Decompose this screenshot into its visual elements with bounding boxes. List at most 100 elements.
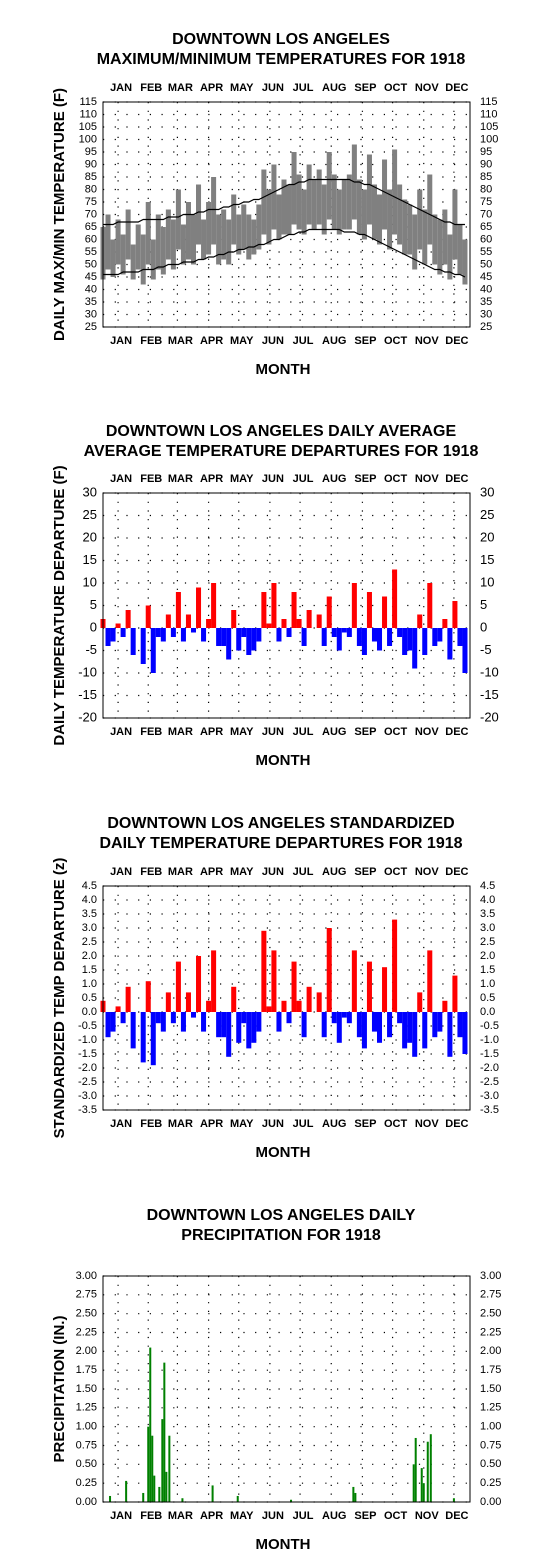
bar xyxy=(422,1483,425,1502)
temperature-range xyxy=(115,219,121,265)
bar xyxy=(246,1012,252,1049)
bar xyxy=(420,1468,423,1502)
temperature-range xyxy=(361,189,367,240)
bar xyxy=(301,628,307,646)
bar xyxy=(120,628,126,637)
y-tick-label: 1.0 xyxy=(82,978,97,990)
x-tick-label: JUL xyxy=(293,726,314,738)
y-tick-label: 1.50 xyxy=(76,1383,97,1395)
y-tick-label: 60 xyxy=(85,233,97,245)
temperature-range xyxy=(160,227,166,275)
bar xyxy=(286,628,292,637)
bar xyxy=(281,1000,287,1012)
x-top-tick-label: MAR xyxy=(168,82,193,94)
bar xyxy=(151,1435,154,1502)
bar xyxy=(326,596,332,628)
temperature-range xyxy=(266,189,272,245)
temperature-range xyxy=(256,204,262,250)
x-tick-label: NOV xyxy=(415,335,440,347)
x-axis-label: MONTH xyxy=(256,1536,311,1553)
bar xyxy=(382,967,388,1012)
y2-tick-label: 35 xyxy=(480,296,492,308)
y2-tick-label: 1.25 xyxy=(480,1402,501,1414)
bar xyxy=(336,1012,342,1043)
temperature-range xyxy=(261,169,267,235)
y2-tick-label: 4.5 xyxy=(480,880,495,892)
y2-tick-label: 25 xyxy=(480,507,494,522)
bar xyxy=(170,1012,176,1024)
y-tick-label: -3.0 xyxy=(78,1090,97,1102)
y-tick-label: 25 xyxy=(83,507,97,522)
x-top-tick-label: MAY xyxy=(230,866,254,878)
bar xyxy=(110,1012,116,1032)
bar xyxy=(125,610,131,628)
y-tick-label: 10 xyxy=(83,574,97,589)
x-top-tick-label: OCT xyxy=(384,473,408,485)
x-top-tick-label: DEC xyxy=(445,82,468,94)
chart-title: DOWNTOWN LOS ANGELES STANDARDIZED xyxy=(107,815,454,832)
bar xyxy=(185,992,191,1012)
y-axis-label: DAILY TEMPERATURE DEPARTURE (F) xyxy=(51,465,68,745)
y-tick-label: 0.0 xyxy=(82,1006,97,1018)
x-top-tick-label: NOV xyxy=(415,866,440,878)
x-tick-label: JAN xyxy=(110,726,132,738)
x-tick-label: SEP xyxy=(354,335,376,347)
x-tick-label: SEP xyxy=(354,726,376,738)
bar xyxy=(185,614,191,628)
bar xyxy=(301,1012,307,1038)
x-top-tick-label: JUN xyxy=(262,82,284,94)
bar xyxy=(376,1012,383,1043)
bar xyxy=(387,628,393,646)
x-tick-label: JAN xyxy=(110,1118,132,1130)
temperature-range xyxy=(382,159,388,230)
bar xyxy=(211,1485,214,1502)
x-top-tick-label: JUL xyxy=(293,82,314,94)
temperature-range xyxy=(341,179,347,230)
temperature-range xyxy=(457,224,463,275)
y-tick-label: 65 xyxy=(85,221,97,233)
temperature-range xyxy=(316,169,322,225)
bar xyxy=(432,1012,438,1038)
y-tick-label: 2.5 xyxy=(82,936,97,948)
x-tick-label: AUG xyxy=(322,1118,346,1130)
temperature-range xyxy=(407,204,413,255)
bar xyxy=(105,1012,111,1038)
x-tick-label: MAY xyxy=(230,335,254,347)
y-tick-label: 2.75 xyxy=(76,1289,97,1301)
y2-tick-label: 25 xyxy=(480,321,492,333)
y2-tick-label: 0.00 xyxy=(480,1496,501,1508)
temperature-range xyxy=(120,234,126,275)
x-tick-label: NOV xyxy=(415,726,440,738)
bar xyxy=(414,1437,417,1502)
y-tick-label: 5 xyxy=(90,597,97,612)
temperature-range xyxy=(135,224,141,270)
bar xyxy=(457,1012,463,1038)
x-tick-label: MAY xyxy=(230,1510,254,1522)
y-tick-label: 0.25 xyxy=(76,1477,97,1489)
x-top-tick-label: JUL xyxy=(293,473,314,485)
y2-tick-label: 1.50 xyxy=(480,1383,501,1395)
y2-tick-label: -5 xyxy=(480,642,492,657)
y-tick-label: 85 xyxy=(85,171,97,183)
x-tick-label: NOV xyxy=(415,1510,440,1522)
normal-line xyxy=(103,178,465,226)
temperature-range xyxy=(291,152,297,225)
x-tick-label: OCT xyxy=(384,726,408,738)
bar xyxy=(216,628,222,646)
y2-tick-label: 85 xyxy=(480,171,492,183)
temperature-range xyxy=(306,164,312,225)
y-tick-label: 30 xyxy=(83,484,97,499)
bar xyxy=(361,1012,367,1049)
y2-tick-label: -20 xyxy=(480,709,499,724)
y2-tick-label: 100 xyxy=(480,133,498,145)
bar xyxy=(447,1012,453,1057)
bar xyxy=(140,1012,146,1063)
x-top-tick-label: APR xyxy=(200,82,223,94)
x-top-tick-label: APR xyxy=(200,866,223,878)
bar xyxy=(206,1000,212,1012)
x-top-tick-label: DEC xyxy=(445,473,468,485)
temperature-range xyxy=(105,214,111,270)
y-tick-label: 0.00 xyxy=(76,1496,97,1508)
y-axis-label: PRECIPITATION (IN.) xyxy=(51,1316,68,1463)
